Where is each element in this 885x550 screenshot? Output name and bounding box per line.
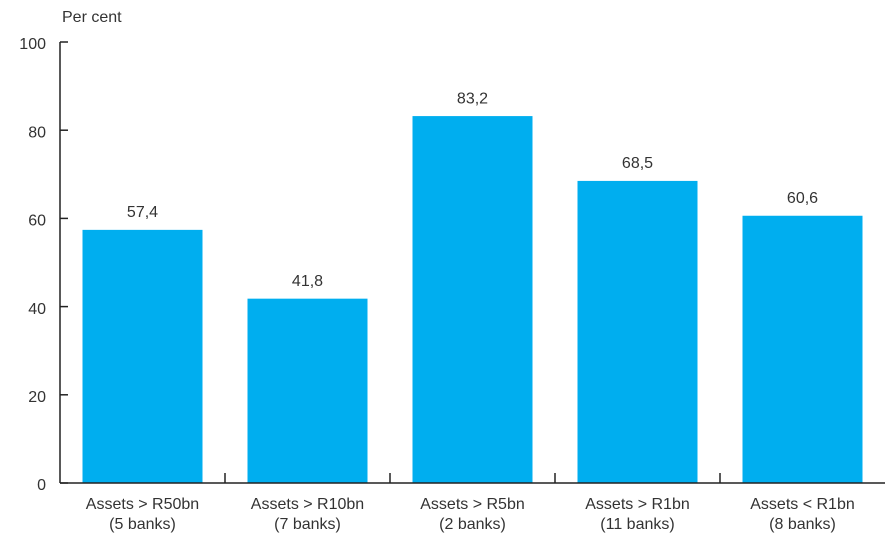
y-tick-label: 60 bbox=[28, 213, 46, 230]
value-label: 60,6 bbox=[787, 190, 818, 207]
value-label: 41,8 bbox=[292, 273, 323, 290]
y-tick-label: 80 bbox=[28, 124, 46, 141]
bar bbox=[742, 215, 863, 483]
bar bbox=[82, 229, 203, 483]
x-tick-label: Assets > R50bn bbox=[86, 496, 199, 513]
value-label: 83,2 bbox=[457, 90, 488, 107]
x-tick-label: Assets < R1bn bbox=[750, 496, 855, 513]
bar bbox=[247, 298, 368, 483]
x-tick-label: Assets > R10bn bbox=[251, 496, 364, 513]
x-tick-label: (8 banks) bbox=[769, 516, 836, 533]
bar bbox=[412, 116, 533, 483]
bar bbox=[577, 180, 698, 484]
value-label: 57,4 bbox=[127, 204, 158, 221]
y-tick-label: 100 bbox=[19, 36, 46, 53]
x-tick-label: Assets > R5bn bbox=[420, 496, 525, 513]
x-tick-label: (2 banks) bbox=[439, 516, 506, 533]
x-tick-label: (5 banks) bbox=[109, 516, 176, 533]
x-tick-label: Assets > R1bn bbox=[585, 496, 690, 513]
y-tick-label: 40 bbox=[28, 301, 46, 318]
y-tick-label: 0 bbox=[37, 477, 46, 494]
y-axis-label: Per cent bbox=[62, 9, 122, 26]
y-tick-label: 20 bbox=[28, 389, 46, 406]
x-tick-label: (7 banks) bbox=[274, 516, 341, 533]
value-label: 68,5 bbox=[622, 155, 653, 172]
x-tick-label: (11 banks) bbox=[600, 516, 674, 533]
